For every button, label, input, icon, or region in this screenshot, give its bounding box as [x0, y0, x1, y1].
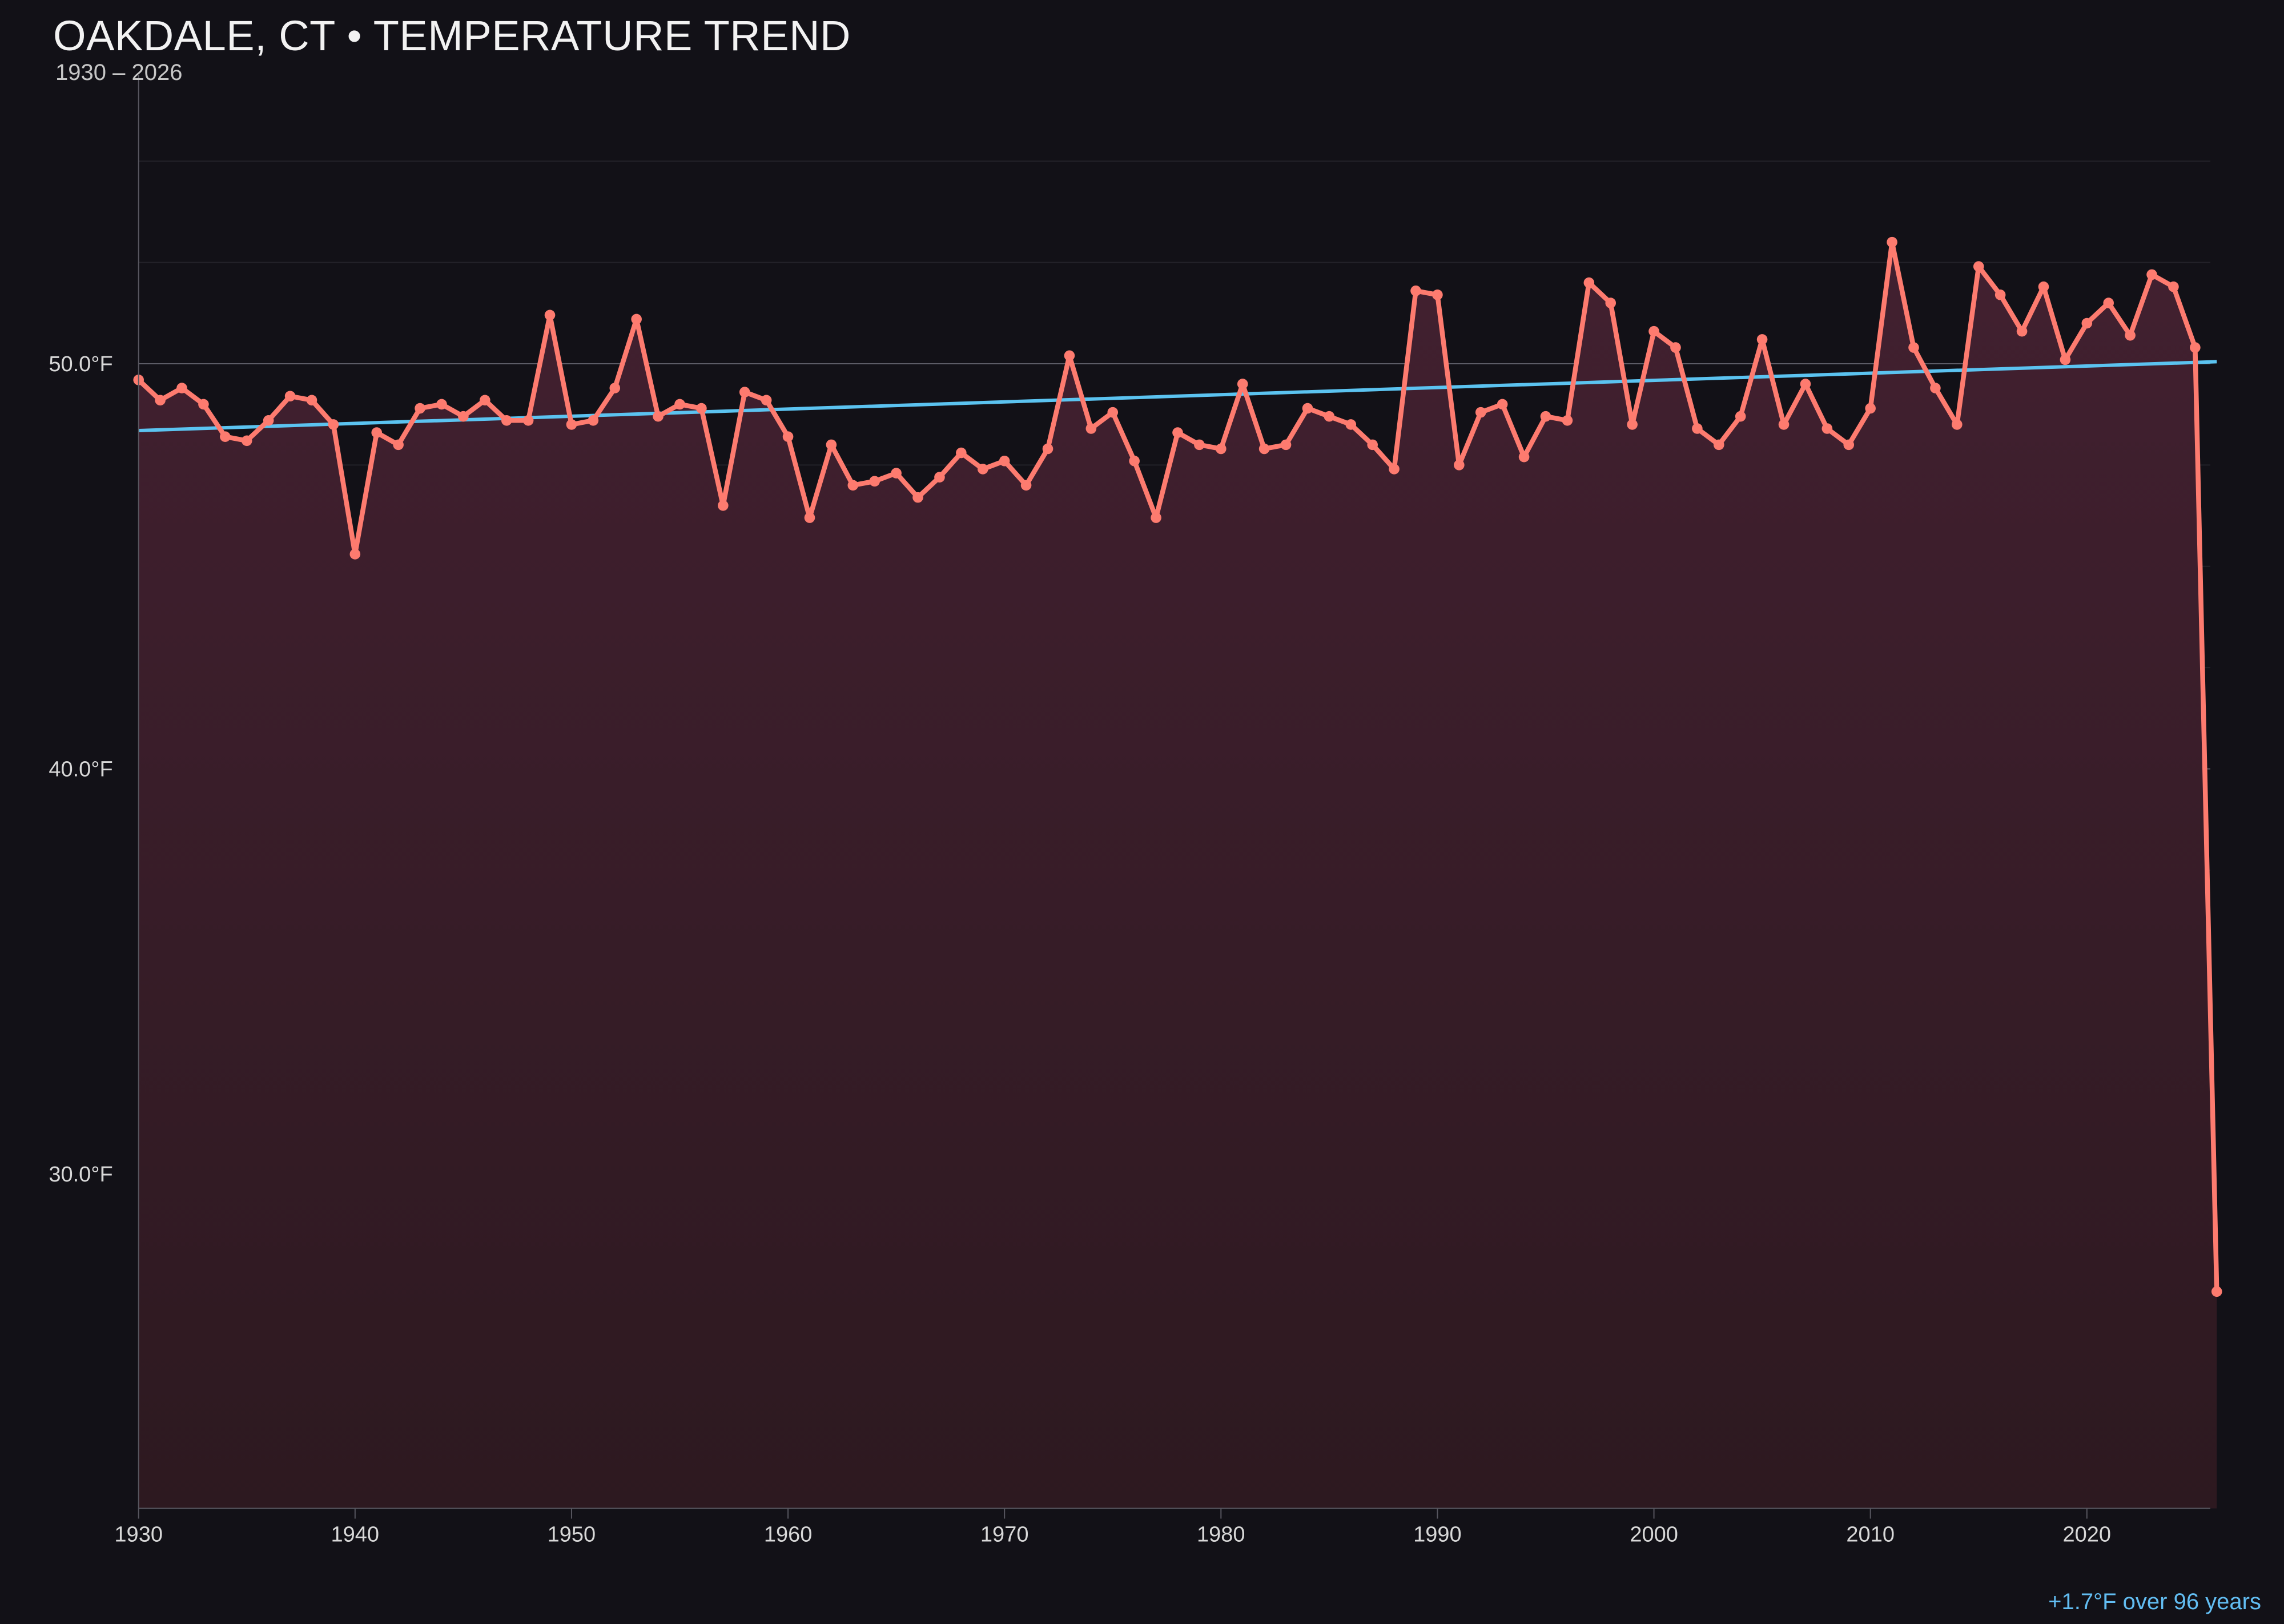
svg-text:1980: 1980: [1197, 1523, 1245, 1547]
svg-text:OAKDALE, CT • TEMPERATURE TREN: OAKDALE, CT • TEMPERATURE TREND: [53, 12, 851, 59]
svg-text:1990: 1990: [1413, 1523, 1462, 1547]
svg-text:1930 – 2026: 1930 – 2026: [55, 60, 182, 85]
svg-text:30.0°F: 30.0°F: [49, 1163, 112, 1187]
svg-text:1940: 1940: [331, 1523, 380, 1547]
svg-text:+1.7°F over 96 years: +1.7°F over 96 years: [2048, 1589, 2261, 1614]
svg-text:40.0°F: 40.0°F: [49, 758, 112, 782]
svg-text:1960: 1960: [764, 1523, 813, 1547]
svg-text:2010: 2010: [1846, 1523, 1895, 1547]
svg-text:50.0°F: 50.0°F: [49, 352, 112, 376]
svg-text:1950: 1950: [548, 1523, 596, 1547]
svg-text:1930: 1930: [114, 1523, 163, 1547]
svg-text:2000: 2000: [1630, 1523, 1678, 1547]
svg-text:1970: 1970: [980, 1523, 1029, 1547]
svg-text:2020: 2020: [2063, 1523, 2112, 1547]
